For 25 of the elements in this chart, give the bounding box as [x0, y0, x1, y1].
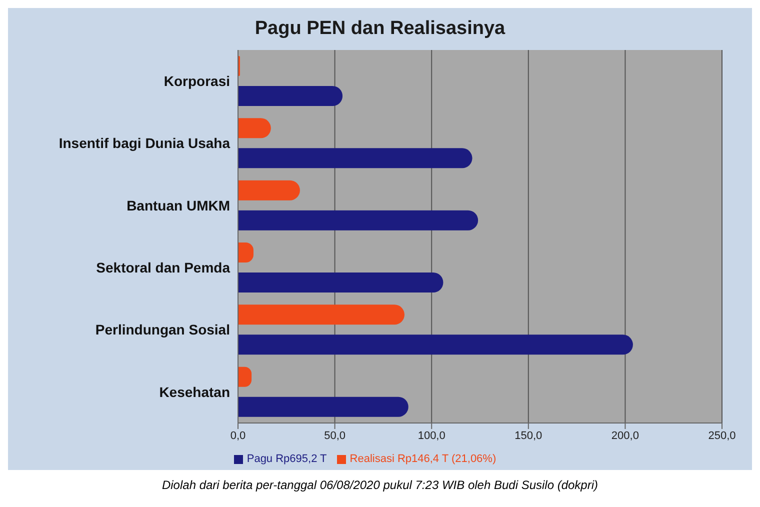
y-tick-label: Sektoral dan Pemda: [96, 260, 230, 276]
x-tick-label: 250,0: [708, 430, 736, 442]
chart-title: Pagu PEN dan Realisasinya: [254, 17, 506, 40]
x-tick-label: 50,0: [324, 430, 346, 442]
bar: [238, 180, 300, 200]
y-tick-label: Korporasi: [164, 73, 230, 90]
x-tick-label: 100,0: [418, 430, 446, 442]
y-tick-label: Perlindungan Sosial: [95, 322, 230, 338]
bar: [238, 334, 633, 355]
bar: [238, 148, 472, 168]
y-tick-label: Bantuan UMKM: [126, 197, 230, 214]
legend-label: Pagu Rp695,2 T: [246, 453, 327, 465]
bar: [238, 86, 343, 106]
y-tick-label: Kesehatan: [159, 384, 230, 400]
bar: [238, 210, 478, 230]
bar: [238, 272, 444, 292]
x-tick-label: 200,0: [611, 430, 639, 442]
x-tick-label: 150,0: [514, 430, 542, 442]
y-tick-label: Insentif bagi Dunia Usaha: [58, 135, 230, 152]
x-tick-label: 0,0: [230, 430, 246, 442]
text: Diolah dari berita per-tanggal 06/08/2020 pukul 7:23 WIB oleh Budi Susilo (dokpri): [8, 470, 752, 500]
legend-label: Realisasi Rp146,4 T (21,06%): [350, 453, 496, 465]
bar: [238, 396, 408, 417]
bar: [238, 304, 404, 325]
bar: [238, 118, 271, 138]
